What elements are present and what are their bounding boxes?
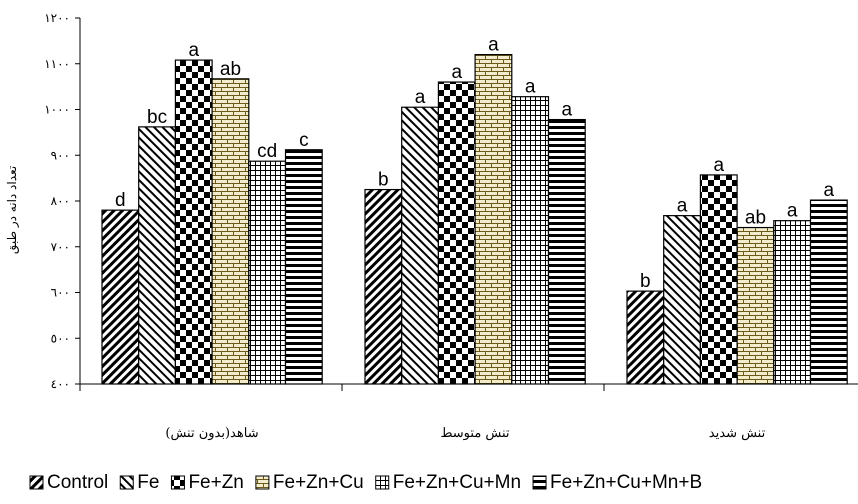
x-axis-categories: شاهد(بدون تنش) تنش متوسط تنش شدید [79, 384, 766, 441]
bar-significance-label: a [488, 35, 499, 56]
bar [401, 106, 440, 385]
legend-label: Fe+Zn+Cu+Mn [393, 472, 521, 493]
bar [511, 96, 550, 385]
legend-swatch [170, 475, 185, 490]
bar [364, 188, 403, 385]
y-tick-label: ٦٠٠ [51, 286, 70, 300]
bar-significance-label: cd [257, 141, 277, 162]
bar-significance-label: a [415, 87, 426, 108]
bar-significance-label: a [713, 155, 724, 176]
bar [211, 78, 250, 385]
legend: Control Fe Fe+Zn Fe+Zn+Cu Fe+Zn+Cu+Mn Fe+Zn+C… [29, 472, 702, 493]
bar-significance-label: a [562, 100, 573, 121]
legend-swatch [532, 475, 547, 490]
bar-significance-label: a [188, 40, 199, 61]
bar-significance-label: bc [147, 107, 167, 128]
x-category-label: شاهد(بدون تنش) [165, 426, 258, 441]
legend-label: Fe+Zn+Cu [273, 472, 364, 493]
y-tick-label: ١١٠٠ [44, 57, 70, 71]
bar-significance-label: b [378, 170, 389, 191]
bar [736, 226, 775, 385]
y-tick-label: ٧٠٠ [51, 240, 70, 254]
y-tick-label: ٩٠٠ [51, 148, 70, 162]
legend-swatch [119, 475, 134, 490]
bar-significance-label: d [115, 190, 126, 211]
bar [626, 290, 665, 385]
bars [101, 53, 848, 385]
bar-significance-label: ab [745, 208, 766, 229]
legend-label: Fe [137, 472, 159, 493]
bar [474, 53, 513, 385]
legend-swatch [375, 475, 390, 490]
bar [809, 199, 848, 385]
legend-swatch [255, 475, 270, 490]
legend-label: Fe+Zn+Cu+Mn+B [550, 472, 702, 493]
bar [773, 220, 812, 385]
bar-significance-label: ab [220, 59, 241, 80]
bar-significance-label: a [787, 201, 798, 222]
y-tick-label: ٨٠٠ [51, 194, 70, 208]
bar-significance-label: c [299, 130, 309, 151]
bar [101, 209, 140, 385]
x-category-label: تنش شدید [709, 426, 766, 441]
bar [547, 118, 586, 385]
bar [437, 81, 476, 385]
x-category-label: تنش متوسط [440, 426, 509, 441]
y-axis-ticks: ٤٠٠ ٥٠٠ ٦٠٠ ٧٠٠ ٨٠٠ ٩٠٠ ١٠٠٠ ١١٠٠ ١٢٠٠ [44, 11, 80, 391]
bar [174, 59, 213, 385]
bar-significance-label: a [677, 196, 688, 217]
legend-label: Control [47, 472, 108, 493]
y-tick-label: ١٠٠٠ [44, 103, 70, 117]
bar [699, 174, 738, 385]
y-axis-label: تعداد دانه در طبق [5, 166, 19, 254]
bar [284, 149, 323, 385]
y-tick-label: ١٢٠٠ [44, 11, 70, 25]
bar-significance-label: a [824, 180, 835, 201]
y-tick-label: ٤٠٠ [51, 377, 70, 391]
bar [248, 160, 287, 385]
legend-swatch [29, 475, 44, 490]
bar-significance-label: a [451, 62, 462, 83]
bar [663, 215, 702, 385]
legend-label: Fe+Zn [188, 472, 243, 493]
bar [138, 126, 176, 385]
bar-significance-label: b [640, 271, 651, 292]
bar-significance-label: a [525, 77, 536, 98]
y-tick-label: ٥٠٠ [51, 331, 70, 345]
